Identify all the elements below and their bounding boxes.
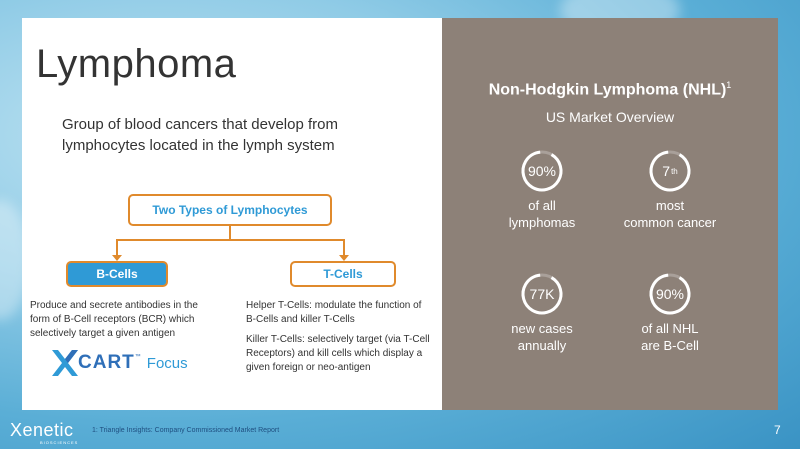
footnote: 1: Triangle Insights: Company Commission… <box>92 427 280 434</box>
ring-progress <box>649 273 691 315</box>
market-overview-subtitle: US Market Overview <box>545 109 675 125</box>
ring-icon <box>521 150 563 192</box>
ring-icon <box>521 273 563 315</box>
stat-value: 90% <box>527 163 557 179</box>
xenetic-logo: Xenetic <box>10 420 74 440</box>
ring-progress <box>649 150 691 192</box>
helper-t-cells-description: Helper T-Cells: modulate the function of… <box>246 300 422 325</box>
stat-lymphomas: 90% of all lymphomas <box>472 149 612 231</box>
connector-left <box>116 239 118 255</box>
stat-label: of all lymphomas <box>508 198 576 230</box>
stat-label: of all NHL are B-Cell <box>641 321 699 353</box>
ring-icon <box>649 273 691 315</box>
footnote-marker: 1 <box>726 80 732 90</box>
page-number: 7 <box>774 423 781 437</box>
left-panel: Lymphoma Group of blood cancers that dev… <box>22 18 442 410</box>
stat-label: new cases annually <box>511 321 573 353</box>
page-title: Lymphoma <box>36 42 237 86</box>
t-cells-box: T-Cells <box>290 261 396 287</box>
xcart-logo: CART ™ Focus <box>50 348 188 378</box>
arrow-down-icon <box>339 255 349 261</box>
ring-progress <box>521 150 563 192</box>
lymphoma-description: Group of blood cancers that develop from… <box>62 116 338 154</box>
b-cells-description: Produce and secrete antibodies in the fo… <box>30 300 198 339</box>
ring-progress <box>521 273 563 315</box>
x-logo-icon <box>52 350 78 376</box>
stat-b-cell: 90% of all NHL are B-Cell <box>600 272 740 354</box>
logo-focus-label: Focus <box>146 354 188 372</box>
xenetic-logo-sub: BIOSCIENCES <box>40 440 79 445</box>
logo-name: CART <box>78 352 135 373</box>
connector-vertical <box>229 226 231 240</box>
killer-t-cells-description: Killer T-Cells: selectively target (via … <box>246 334 430 373</box>
right-panel: Non-Hodgkin Lymphoma (NHL)1 US Market Ov… <box>442 18 778 410</box>
logo-trademark: ™ <box>134 354 141 360</box>
ring-icon <box>649 150 691 192</box>
arrow-down-icon <box>112 255 122 261</box>
lymphocyte-types-box: Two Types of Lymphocytes <box>128 194 332 226</box>
stat-new-cases: 77K new cases annually <box>472 272 612 354</box>
b-cells-box: B-Cells <box>66 261 168 287</box>
connector-horizontal <box>116 239 345 241</box>
connector-right <box>343 239 345 255</box>
stat-label: most common cancer <box>623 198 717 230</box>
stat-value: 77K <box>529 286 555 302</box>
stat-value: 90% <box>655 286 685 302</box>
nhl-title: Non-Hodgkin Lymphoma (NHL)1 <box>488 80 732 99</box>
